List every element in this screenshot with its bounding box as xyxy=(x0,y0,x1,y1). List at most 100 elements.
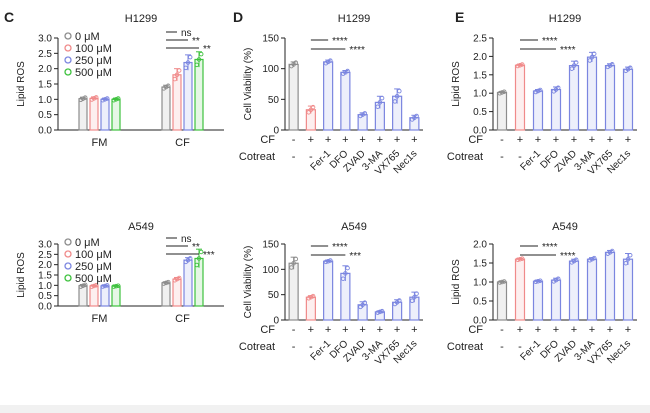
cf-sign: - xyxy=(292,324,296,336)
data-point xyxy=(187,256,193,261)
data-point xyxy=(93,95,99,100)
data-point xyxy=(100,97,106,103)
chart-c-h1299: C H1299 0.0 0.5 1.0 1.5 2.0 2.5 3.0 Lipid ROS FM CF… xyxy=(4,9,224,149)
data-point xyxy=(394,94,400,99)
data-point xyxy=(100,284,106,289)
data-point xyxy=(165,83,171,89)
legend-marker xyxy=(64,262,72,270)
chart-e-h1299: E H1299 0.0 0.5 1.0 1.5 2.0 2.5 Lipid ROS - - + - + Fe… xyxy=(447,9,637,177)
data-point xyxy=(409,298,415,303)
cf-sign: + xyxy=(535,324,541,336)
chart-title: A549 xyxy=(552,221,578,233)
bar xyxy=(622,258,634,321)
significance-label: ** xyxy=(192,36,200,47)
cf-sign: + xyxy=(517,134,523,146)
legend-label: 0 μM xyxy=(75,237,100,249)
legend-label: 100 μM xyxy=(75,249,112,261)
cf-sign: + xyxy=(394,324,400,336)
data-point xyxy=(515,257,521,262)
bar xyxy=(586,258,598,321)
data-point xyxy=(183,65,189,71)
data-point xyxy=(501,89,507,94)
legend-marker xyxy=(64,32,72,40)
cotreat-sign: - xyxy=(309,151,313,163)
data-point xyxy=(115,283,121,288)
data-point xyxy=(519,62,525,67)
y-tick-label: 0.5 xyxy=(38,291,52,302)
data-point xyxy=(555,276,561,282)
y-axis-label: Lipid ROS xyxy=(16,61,27,107)
cf-sign: + xyxy=(553,134,559,146)
legend-marker xyxy=(64,56,72,64)
cf-sign: + xyxy=(571,134,577,146)
data-point xyxy=(358,113,363,119)
x-tick-label: Fer-1 xyxy=(518,338,543,363)
significance-label: ** xyxy=(192,242,200,253)
data-point xyxy=(515,63,521,69)
bar xyxy=(172,74,182,131)
bar xyxy=(392,301,403,321)
data-point xyxy=(306,110,311,115)
data-point xyxy=(609,62,615,67)
bar xyxy=(161,282,171,307)
cotreat-sign: - xyxy=(292,341,296,353)
significance-label: *** xyxy=(203,250,215,261)
data-point xyxy=(328,58,333,63)
bar xyxy=(496,281,508,321)
x-group-label: CF xyxy=(175,137,190,149)
data-point xyxy=(362,111,368,116)
significance-label: **** xyxy=(560,45,576,56)
cf-sign: + xyxy=(377,324,383,336)
bar xyxy=(111,98,121,131)
data-point xyxy=(375,104,380,109)
data-point xyxy=(104,283,110,288)
data-point xyxy=(573,60,579,65)
y-tick-label: 1.5 xyxy=(38,80,52,91)
legend-marker xyxy=(64,274,72,282)
data-point xyxy=(535,88,541,94)
cf-sign: + xyxy=(325,134,331,146)
bar xyxy=(288,262,299,321)
data-point xyxy=(497,90,503,96)
data-point xyxy=(111,284,117,289)
y-tick-label: 0 xyxy=(273,316,279,327)
y-tick-label: 1.0 xyxy=(38,95,52,106)
data-point xyxy=(627,65,633,70)
bar xyxy=(622,68,634,131)
data-point xyxy=(537,87,543,93)
data-point xyxy=(185,60,191,65)
data-point xyxy=(412,294,417,300)
cf-sign: + xyxy=(517,324,523,336)
data-point xyxy=(591,51,597,57)
y-tick-label: 2.5 xyxy=(473,34,487,45)
data-point xyxy=(587,58,593,63)
cf-sign: + xyxy=(394,134,400,146)
row-label-cf: CF xyxy=(260,134,275,146)
data-point xyxy=(345,265,350,271)
bar xyxy=(514,64,526,131)
data-point xyxy=(172,278,178,283)
bar xyxy=(89,97,99,131)
data-point xyxy=(607,63,613,68)
data-point xyxy=(91,96,97,101)
cf-sign: + xyxy=(308,324,314,336)
y-axis-label: Lipid ROS xyxy=(16,252,27,298)
chart-title: H1299 xyxy=(549,13,581,25)
data-point xyxy=(78,97,84,103)
y-tick-label: 50 xyxy=(268,95,280,106)
y-tick-label: 2.0 xyxy=(473,240,487,251)
legend-label: 500 μM xyxy=(75,67,112,79)
y-tick-label: 0.0 xyxy=(38,302,52,313)
data-point xyxy=(325,258,331,264)
data-point xyxy=(345,68,350,74)
bar xyxy=(550,279,562,321)
bar xyxy=(100,98,110,131)
row-label-cotreat: Cotreat xyxy=(239,341,275,353)
row-label-cotreat: Cotreat xyxy=(447,341,483,353)
cf-sign: + xyxy=(625,134,631,146)
data-point xyxy=(93,282,99,288)
cf-sign: + xyxy=(342,134,348,146)
chart-title: H1299 xyxy=(125,13,157,25)
data-point xyxy=(360,112,365,117)
data-point xyxy=(113,283,119,289)
